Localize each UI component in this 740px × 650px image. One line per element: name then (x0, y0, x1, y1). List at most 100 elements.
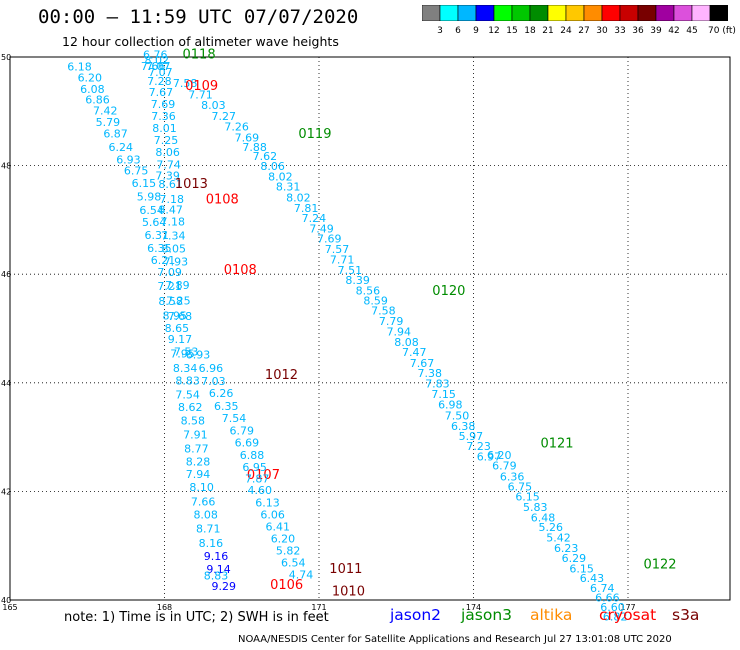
wave-height-value: 6.20 (487, 449, 512, 462)
wave-height-value: 8.06 (155, 146, 180, 159)
lat-label: 42 (1, 487, 11, 496)
pass-time-label: 0108 (206, 193, 239, 208)
wave-height-value: 7.69 (151, 98, 176, 111)
wave-height-value: 6.93 (116, 153, 141, 166)
map-frame (9, 56, 731, 601)
wave-height-value: 8.34 (173, 362, 198, 375)
wave-height-value: 7.25 (166, 295, 191, 308)
wave-height-value: 6.15 (569, 562, 594, 575)
color-scale-label: 9 (473, 26, 479, 36)
wave-height-value: 8.61 (158, 178, 183, 191)
wave-height-value: 8.02 (268, 170, 293, 183)
wave-height-value: 8.10 (189, 481, 214, 494)
pass-time-label: 1012 (265, 368, 298, 383)
wave-height-value: 6.13 (255, 497, 280, 510)
wave-height-value: 7.54 (175, 389, 200, 402)
wave-height-value: 8.02 (145, 54, 170, 67)
wave-height-value: 6.20 (78, 71, 103, 84)
wave-height-value: 8.31 (276, 181, 301, 194)
wave-height-value: 6.31 (145, 229, 170, 242)
wave-height-value: 6.21 (151, 254, 176, 267)
wave-height-value: 7.53 (174, 346, 199, 359)
wave-height-value: 8.71 (196, 523, 221, 536)
wave-height-value: 6.98 (438, 398, 463, 411)
pass-time-label: 0108 (224, 263, 257, 278)
wave-height-value: 7.94 (186, 468, 211, 481)
wave-height-value: 6.96 (199, 362, 224, 375)
lon-label: 165 (2, 603, 17, 612)
wave-height-value: 6.23 (554, 542, 579, 555)
satellite-legend-altika: altika (530, 606, 573, 624)
wave-height-value: 7.15 (431, 388, 456, 401)
lat-label: 50 (1, 53, 11, 62)
wave-height-value: 7.21 (157, 280, 182, 293)
wave-height-value: 7.03 (201, 375, 226, 388)
wave-height-value: 6.93 (186, 348, 211, 361)
pass-time-label: 1010 (332, 585, 365, 600)
color-scale-label: 36 (632, 26, 644, 36)
wave-height-value: 8.02 (286, 191, 311, 204)
color-scale-label: 70 (ft) (708, 26, 736, 36)
wave-height-value: 8.58 (181, 415, 206, 428)
wave-height-value: 6.26 (209, 387, 234, 400)
color-scale-label: 33 (614, 26, 625, 36)
wave-height-value: 8.62 (178, 401, 203, 414)
wave-height-value: 6.35 (214, 400, 239, 413)
wave-height-value: 7.67 (149, 86, 174, 99)
wave-height-value: 7.81 (294, 202, 319, 215)
wave-height-value: 6.18 (67, 61, 92, 74)
wave-height-value: 9.17 (168, 333, 193, 346)
lon-label: 177 (620, 603, 635, 612)
wave-height-value: 8.39 (345, 274, 370, 287)
wave-height-value: 7.69 (317, 233, 342, 246)
wave-height-value: 9.16 (204, 550, 229, 563)
wave-height-value: 6.86 (85, 94, 110, 107)
wave-height-value: 7.38 (417, 367, 442, 380)
wave-height-value: 7.91 (183, 429, 208, 442)
wave-height-value: 6.82 (603, 611, 628, 624)
wave-height-value: 5.83 (523, 501, 548, 514)
wave-height-value: 8.06 (260, 160, 285, 173)
lon-label: 174 (466, 603, 481, 612)
lat-label: 40 (1, 596, 11, 605)
wave-height-value: 7.39 (155, 170, 180, 183)
wave-height-value: 5.26 (539, 521, 564, 534)
wave-height-value: 7.51 (338, 264, 363, 277)
wave-height-value: 7.26 (224, 120, 249, 133)
wave-height-value: 5.79 (96, 116, 121, 129)
page-subtitle: 12 hour collection of altimeter wave hei… (62, 34, 339, 49)
wave-height-value: 6.97 (477, 450, 502, 463)
wave-height-value: 7.66 (191, 496, 216, 509)
wave-height-value: 8.05 (162, 242, 187, 255)
wave-height-value: 7.93 (164, 256, 189, 269)
satellite-legend-jason3: jason3 (461, 606, 513, 624)
wave-height-value: 7.89 (165, 279, 190, 292)
color-swatch (709, 5, 728, 21)
wave-height-value: 7.54 (222, 412, 247, 425)
wave-height-value: 6.75 (124, 164, 149, 177)
pass-time-label: 1013 (175, 177, 208, 192)
wave-height-value: 7.07 (146, 60, 171, 73)
wave-height-value: 7.62 (253, 150, 278, 163)
wave-height-value: 7.47 (402, 346, 427, 359)
color-scale-label: 24 (560, 26, 572, 36)
wave-height-value: 6.79 (492, 460, 517, 473)
wave-height-value: 6.88 (240, 449, 265, 462)
wave-height-value: 8.77 (184, 442, 209, 455)
color-scale-label: 15 (506, 26, 517, 36)
wave-height-value: 7.42 (93, 105, 118, 118)
color-scale-label: 42 (668, 26, 679, 36)
wave-height-value: 7.83 (425, 378, 450, 391)
wave-height-value: 7.28 (147, 75, 172, 88)
wave-height-value: 7.27 (211, 110, 236, 123)
wave-height-value: 6.41 (266, 520, 291, 533)
wave-height-value: 7.79 (379, 315, 404, 328)
wave-height-value: 7.58 (371, 304, 396, 317)
wave-height-value: 7.36 (151, 110, 176, 123)
color-scale-bar (422, 5, 728, 21)
wave-height-value: 7.66 (141, 60, 166, 73)
color-scale-label: 6 (455, 26, 461, 36)
wave-height-value: 8.56 (356, 284, 381, 297)
wave-height-value: 7.23 (466, 440, 491, 453)
